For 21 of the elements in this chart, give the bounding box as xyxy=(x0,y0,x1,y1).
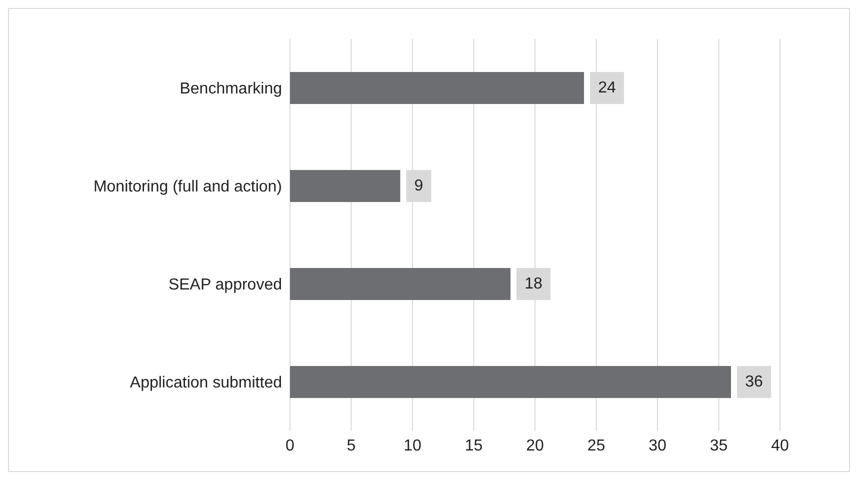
x-tick-label: 40 xyxy=(771,437,789,454)
x-tick-label: 25 xyxy=(587,437,606,454)
data-label: 9 xyxy=(414,178,424,194)
x-tick-label: 10 xyxy=(404,437,422,454)
bar xyxy=(290,72,584,104)
y-tick-label: Application submitted xyxy=(130,374,282,392)
data-label: 24 xyxy=(598,80,616,96)
x-tick-label: 20 xyxy=(526,437,544,454)
bar xyxy=(290,170,400,202)
x-tick-label: 30 xyxy=(648,437,666,454)
x-tick-label: 5 xyxy=(346,437,356,454)
y-tick-label: SEAP approved xyxy=(168,276,282,294)
bar xyxy=(290,366,731,398)
bar xyxy=(290,268,510,300)
data-label: 36 xyxy=(745,374,763,390)
y-tick-label: Benchmarking xyxy=(180,80,282,98)
x-tick-label: 0 xyxy=(286,437,295,454)
x-tick-label: 35 xyxy=(710,437,728,454)
x-tick-label: 15 xyxy=(464,437,483,454)
data-label: 18 xyxy=(524,276,542,292)
y-tick-label: Monitoring (full and action) xyxy=(93,178,282,196)
